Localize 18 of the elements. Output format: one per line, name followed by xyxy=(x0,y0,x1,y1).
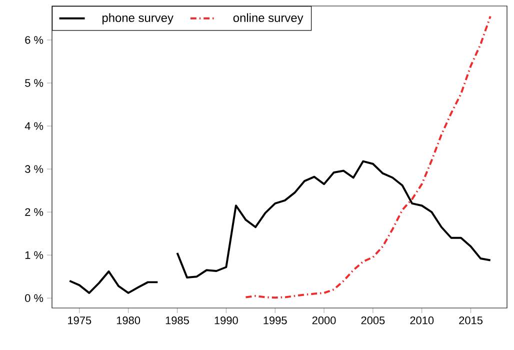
y-tick-label: 0 % xyxy=(25,294,44,302)
y-tick-label: 4 % xyxy=(24,122,44,130)
x-tick-label: 2005 xyxy=(361,316,385,324)
y-tick-label: 6 % xyxy=(25,36,44,44)
x-tick-label: 2015 xyxy=(459,316,483,324)
y-tick-label: 5 % xyxy=(25,79,44,87)
y-tick-label: 2 % xyxy=(25,208,44,216)
x-tick-label: 1990 xyxy=(214,316,238,324)
x-tick-label: 1980 xyxy=(116,316,140,324)
y-tick-label: 3 % xyxy=(25,165,44,173)
y-tick-label: 1 % xyxy=(25,251,44,259)
legend-label: phone survey xyxy=(102,13,174,24)
x-tick-label: 1985 xyxy=(166,316,189,324)
x-tick-label: 1995 xyxy=(264,316,287,324)
legend-label: online survey xyxy=(233,13,304,24)
x-tick-label: 2010 xyxy=(410,316,434,324)
x-tick-label: 2000 xyxy=(312,316,336,324)
x-tick-label: 1975 xyxy=(68,316,92,324)
